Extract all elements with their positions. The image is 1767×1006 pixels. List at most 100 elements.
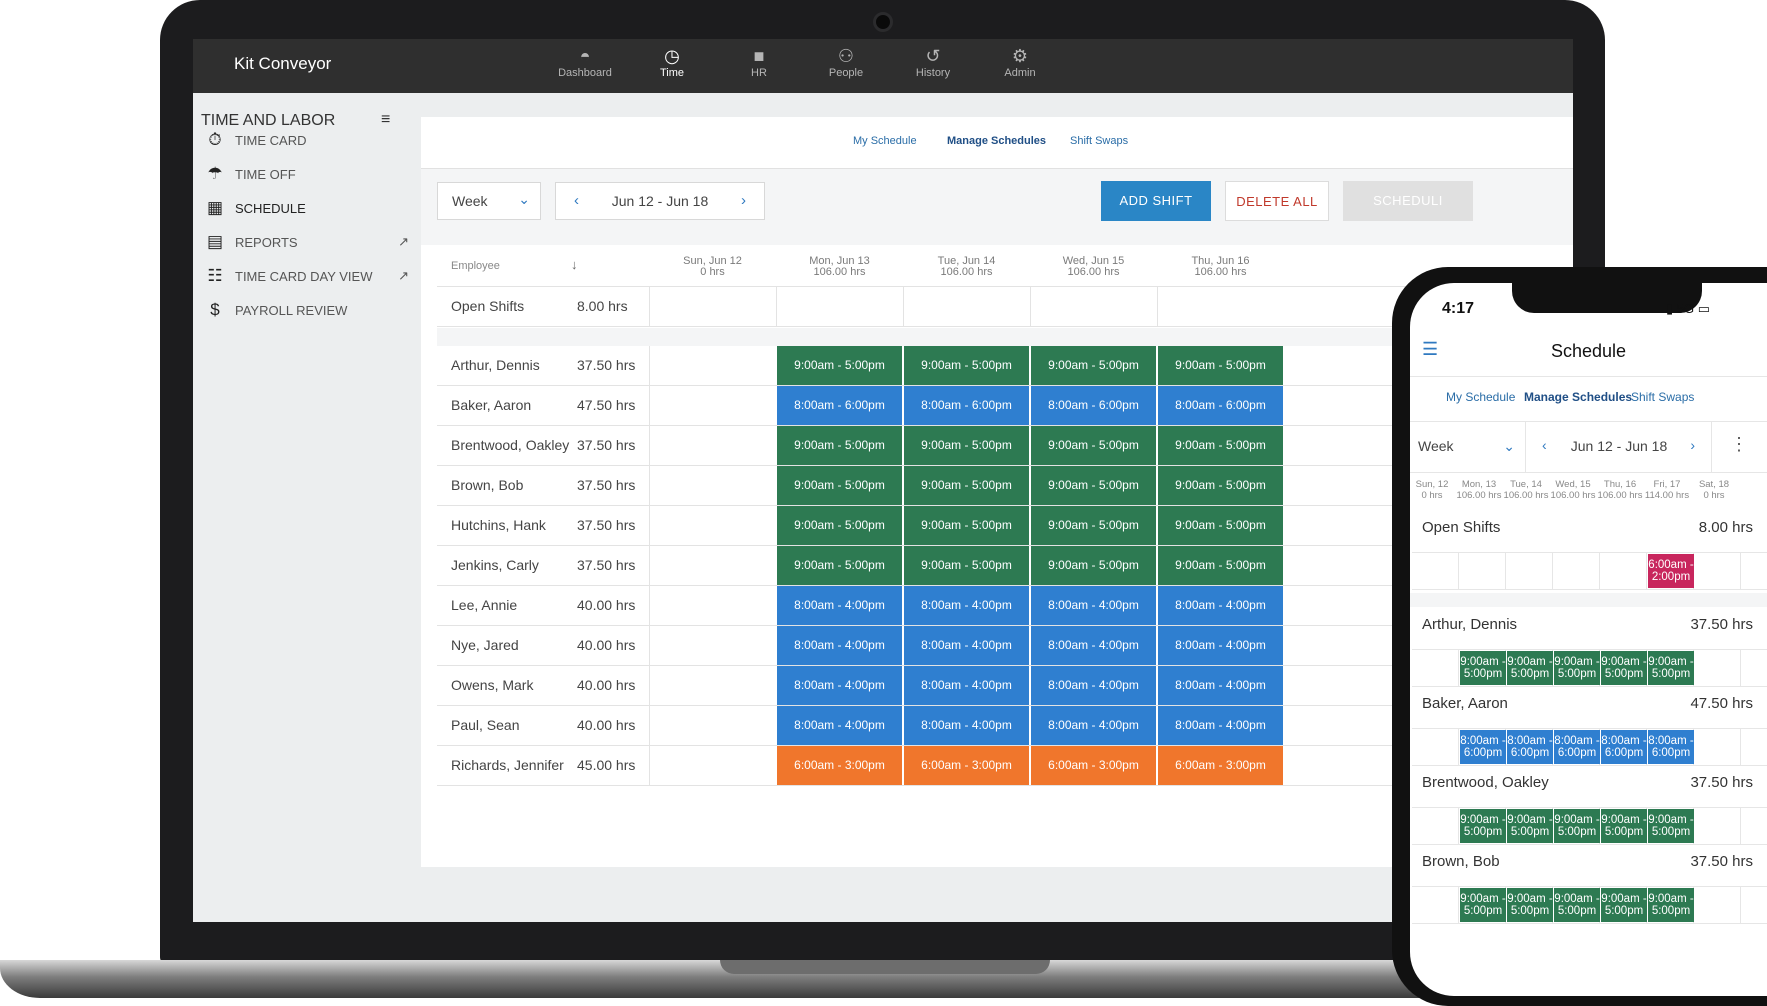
empty-cell[interactable]	[649, 506, 776, 546]
nav-people[interactable]: ⚇ People	[810, 45, 882, 79]
shift-block[interactable]: 8:00am - 4:00pm	[777, 586, 902, 625]
shift-block[interactable]: 8:00am - 4:00pm	[1031, 586, 1156, 625]
phone-shift-block[interactable]: 9:00am -5:00pm	[1648, 809, 1694, 843]
phone-day-cell[interactable]	[1694, 887, 1741, 923]
phone-employee-name[interactable]: Brentwood, Oakley	[1422, 774, 1549, 791]
shift-block[interactable]: 9:00am - 5:00pm	[1158, 546, 1283, 585]
empty-cell[interactable]	[776, 287, 903, 327]
phone-day-cell[interactable]	[1506, 553, 1553, 589]
shift-block[interactable]: 8:00am - 4:00pm	[1031, 706, 1156, 745]
employee-column-header[interactable]: Employee	[451, 260, 500, 272]
shift-block[interactable]: 8:00am - 4:00pm	[904, 666, 1029, 705]
phone-shift-block[interactable]: 9:00am -5:00pm	[1554, 888, 1600, 922]
employee-name[interactable]: Jenkins, Carly	[451, 557, 539, 573]
phone-shift-block[interactable]: 9:00am -5:00pm	[1554, 809, 1600, 843]
phone-period-select[interactable]: Week ⌄	[1410, 422, 1526, 472]
employee-name[interactable]: Brentwood, Oakley	[451, 437, 570, 453]
nav-dashboard[interactable]: ◓ Dashboard	[549, 45, 621, 79]
tab-my-schedule[interactable]: My Schedule	[853, 135, 917, 147]
phone-shift-block[interactable]: 9:00am -5:00pm	[1648, 651, 1694, 685]
phone-day-cell[interactable]	[1412, 808, 1459, 844]
shift-block[interactable]: 9:00am - 5:00pm	[1158, 346, 1283, 385]
shift-block[interactable]: 9:00am - 5:00pm	[904, 506, 1029, 545]
phone-day-cell[interactable]	[1600, 553, 1647, 589]
employee-name[interactable]: Paul, Sean	[451, 717, 520, 733]
empty-cell[interactable]	[649, 546, 776, 586]
nav-hr[interactable]: ■ HR	[723, 45, 795, 79]
employee-name[interactable]: Brown, Bob	[451, 477, 524, 493]
empty-cell[interactable]	[649, 346, 776, 386]
tab-manage-schedules[interactable]: Manage Schedules	[947, 135, 1047, 147]
shift-block[interactable]: 8:00am - 4:00pm	[1031, 666, 1156, 705]
phone-shift-block[interactable]: 8:00am -6:00pm	[1601, 730, 1647, 764]
empty-cell[interactable]	[649, 386, 776, 426]
shift-block[interactable]: 9:00am - 5:00pm	[904, 426, 1029, 465]
sidebar-item-time-card-day-view[interactable]: ☷ TIME CARD DAY VIEW ↗	[201, 264, 417, 288]
phone-employee-name[interactable]: Arthur, Dennis	[1422, 616, 1518, 633]
shift-block[interactable]: 8:00am - 4:00pm	[1158, 586, 1283, 625]
shift-block[interactable]: 8:00am - 4:00pm	[777, 626, 902, 665]
phone-day-cell[interactable]	[1694, 729, 1741, 765]
shift-block[interactable]: 8:00am - 4:00pm	[904, 626, 1029, 665]
sort-arrow-icon[interactable]: ↓	[571, 257, 578, 272]
add-shift-button[interactable]: ADD SHIFT	[1101, 181, 1211, 221]
empty-cell[interactable]	[649, 626, 776, 666]
phone-shift-block[interactable]: 6:00am -2:00pm	[1648, 554, 1694, 588]
next-week-icon[interactable]: ›	[1690, 437, 1695, 453]
shift-block[interactable]: 9:00am - 5:00pm	[777, 426, 902, 465]
phone-shift-block[interactable]: 9:00am -5:00pm	[1601, 651, 1647, 685]
employee-name[interactable]: Owens, Mark	[451, 677, 534, 693]
phone-shift-block[interactable]: 8:00am -6:00pm	[1648, 730, 1694, 764]
shift-block[interactable]: 9:00am - 5:00pm	[1031, 426, 1156, 465]
phone-shift-block[interactable]: 9:00am -5:00pm	[1601, 809, 1647, 843]
phone-employee-name[interactable]: Brown, Bob	[1422, 853, 1500, 870]
tab-shift-swaps[interactable]: Shift Swaps	[1070, 135, 1129, 147]
shift-block[interactable]: 9:00am - 5:00pm	[1031, 506, 1156, 545]
phone-day-cell[interactable]	[1412, 553, 1459, 589]
shift-block[interactable]: 6:00am - 3:00pm	[777, 746, 902, 785]
shift-block[interactable]: 8:00am - 6:00pm	[904, 386, 1029, 425]
shift-block[interactable]: 8:00am - 4:00pm	[777, 706, 902, 745]
phone-shift-block[interactable]: 8:00am -6:00pm	[1507, 730, 1553, 764]
phone-shift-block[interactable]: 9:00am -5:00pm	[1554, 651, 1600, 685]
empty-cell[interactable]	[649, 287, 776, 327]
shift-block[interactable]: 9:00am - 5:00pm	[777, 506, 902, 545]
empty-cell[interactable]	[1030, 287, 1157, 327]
employee-name[interactable]: Richards, Jennifer	[451, 757, 564, 773]
shift-block[interactable]: 9:00am - 5:00pm	[904, 346, 1029, 385]
shift-block[interactable]: 9:00am - 5:00pm	[1031, 546, 1156, 585]
shift-block[interactable]: 8:00am - 4:00pm	[1158, 706, 1283, 745]
phone-shift-block[interactable]: 9:00am -5:00pm	[1507, 809, 1553, 843]
hamburger-menu-icon[interactable]: ☰	[1422, 339, 1439, 359]
phone-shift-block[interactable]: 8:00am -6:00pm	[1460, 730, 1506, 764]
employee-name[interactable]: Baker, Aaron	[451, 397, 532, 413]
shift-block[interactable]: 9:00am - 5:00pm	[1158, 466, 1283, 505]
phone-shift-block[interactable]: 9:00am -5:00pm	[1507, 888, 1553, 922]
shift-block[interactable]: 9:00am - 5:00pm	[1158, 506, 1283, 545]
phone-shift-block[interactable]: 9:00am -5:00pm	[1460, 888, 1506, 922]
shift-block[interactable]: 8:00am - 6:00pm	[777, 386, 902, 425]
sidebar-item-time-off[interactable]: ☂ TIME OFF	[201, 162, 417, 186]
empty-cell[interactable]	[649, 586, 776, 626]
employee-name[interactable]: Lee, Annie	[451, 597, 518, 613]
prev-week-icon[interactable]: ‹	[574, 192, 579, 209]
shift-block[interactable]: 6:00am - 3:00pm	[1158, 746, 1283, 785]
phone-shift-block[interactable]: 9:00am -5:00pm	[1460, 809, 1506, 843]
empty-cell[interactable]	[903, 287, 1030, 327]
more-options-icon[interactable]: ⋮	[1730, 434, 1748, 454]
phone-employee-name[interactable]: Open Shifts	[1422, 519, 1501, 536]
external-link-icon[interactable]: ↗	[398, 268, 409, 283]
phone-shift-block[interactable]: 9:00am -5:00pm	[1507, 651, 1553, 685]
nav-admin[interactable]: ⚙ Admin	[984, 45, 1056, 79]
shift-block[interactable]: 9:00am - 5:00pm	[777, 546, 902, 585]
phone-employee-name[interactable]: Baker, Aaron	[1422, 695, 1508, 712]
shift-block[interactable]: 9:00am - 5:00pm	[1158, 426, 1283, 465]
phone-day-cell[interactable]	[1694, 808, 1741, 844]
prev-week-icon[interactable]: ‹	[1542, 437, 1547, 453]
shift-block[interactable]: 8:00am - 6:00pm	[1031, 386, 1156, 425]
phone-day-cell[interactable]	[1459, 553, 1506, 589]
phone-shift-block[interactable]: 9:00am -5:00pm	[1648, 888, 1694, 922]
employee-name[interactable]: Arthur, Dennis	[451, 357, 540, 373]
shift-block[interactable]: 8:00am - 4:00pm	[1158, 626, 1283, 665]
sidebar-item-schedule[interactable]: ▦ SCHEDULE	[201, 196, 417, 220]
